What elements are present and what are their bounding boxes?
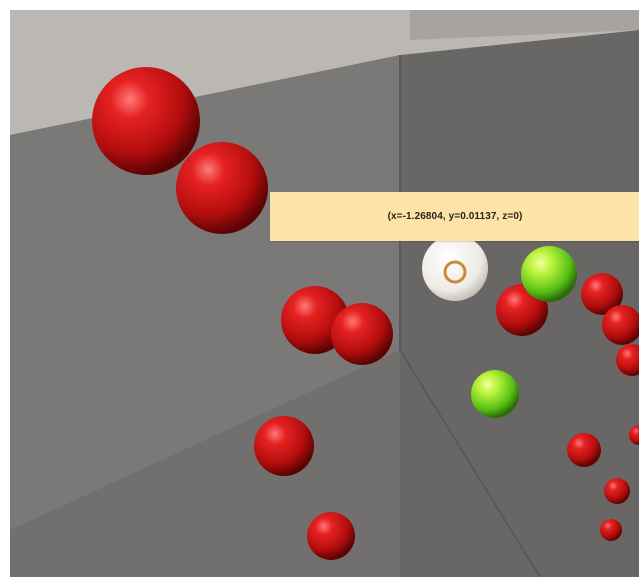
sphere-red[interactable] [600, 519, 622, 541]
coordinate-readout: (x=-1.26804, y=0.01137, z=0) [388, 211, 523, 222]
sphere-selected[interactable] [422, 235, 488, 301]
sphere-red[interactable] [307, 512, 355, 560]
sphere-red[interactable] [254, 416, 314, 476]
sphere-green[interactable] [521, 246, 577, 302]
coordinate-tooltip: (x=-1.26804, y=0.01137, z=0) [270, 192, 639, 241]
sphere-red[interactable] [176, 142, 268, 234]
3d-viewport[interactable]: (x=-1.26804, y=0.01137, z=0) [10, 10, 639, 577]
sphere-red[interactable] [331, 303, 393, 365]
sphere-red[interactable] [604, 478, 630, 504]
sphere-red[interactable] [92, 67, 200, 175]
sphere-green[interactable] [471, 370, 519, 418]
sphere-red[interactable] [567, 433, 601, 467]
3d-scene[interactable] [10, 10, 639, 577]
